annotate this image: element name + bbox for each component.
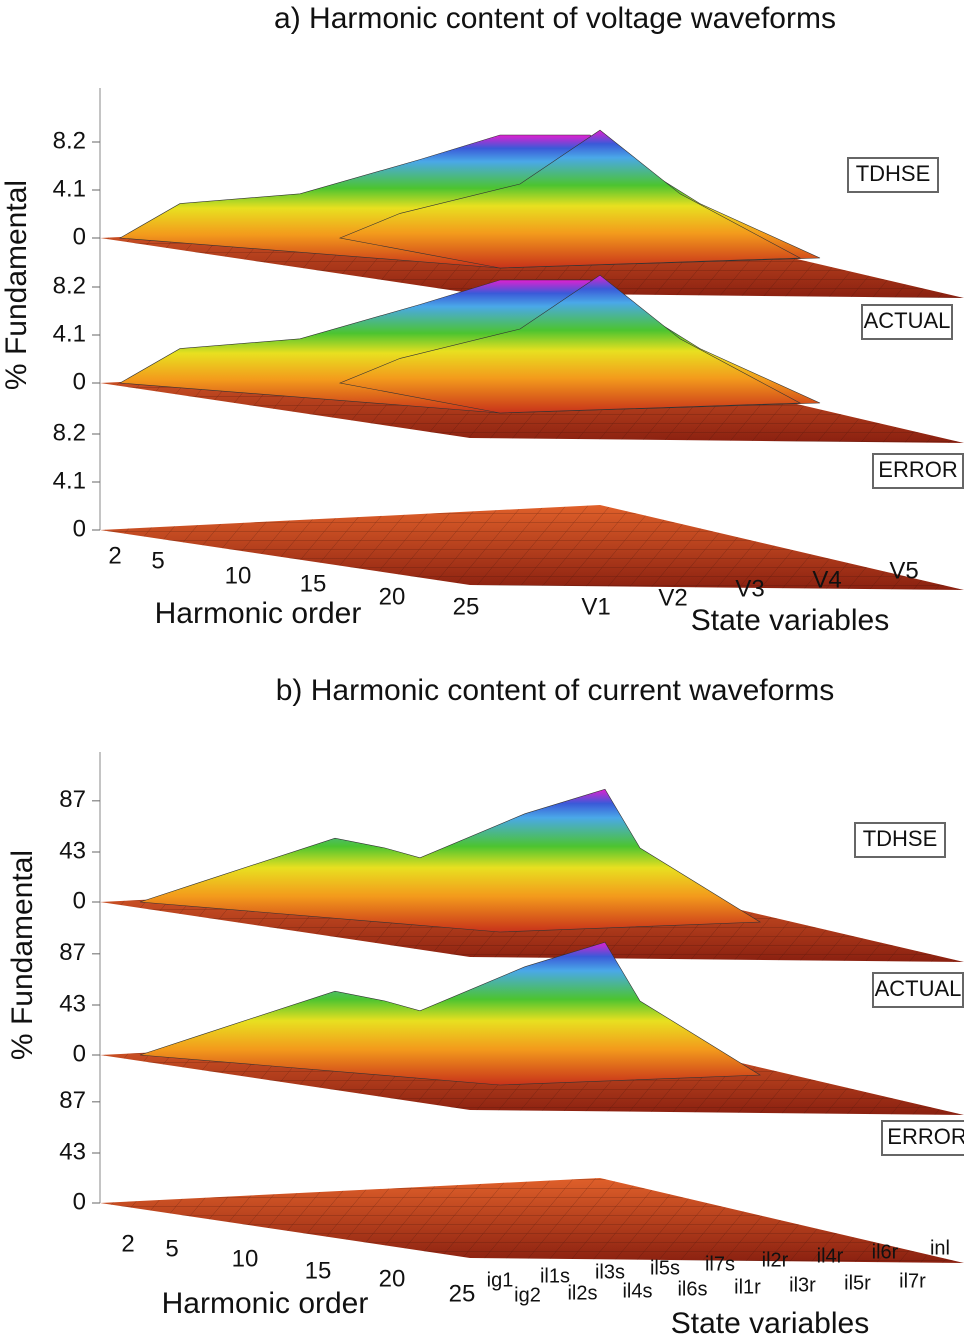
state-tick-label: il7r (899, 1270, 926, 1292)
state-tick-label: il5r (844, 1272, 871, 1294)
x-tick-label: 2 (121, 1230, 134, 1257)
x-tick-label: 2 (108, 542, 121, 569)
legend-box (854, 822, 946, 858)
state-tick-label: ig2 (514, 1284, 541, 1306)
x-tick-label: 15 (300, 570, 327, 597)
legend-box (847, 157, 939, 193)
y-axis-label: % Fundamental (6, 850, 39, 1060)
z-tick-label: 0 (73, 1040, 86, 1067)
surface-peak (338, 274, 802, 414)
surface-peak (338, 129, 802, 269)
z-tick-label: 87 (59, 786, 86, 813)
y-axis-label: % Fundamental (0, 180, 33, 390)
surface-peak (139, 788, 761, 933)
state-tick-label: il6r (872, 1241, 899, 1263)
z-tick-label: 43 (59, 1138, 86, 1165)
state-tick-label: il5s (650, 1257, 680, 1279)
layer-label: TDHSE (863, 826, 938, 851)
x-axis-label: Harmonic order (155, 597, 362, 630)
x-tick-label: 10 (225, 562, 252, 589)
x-tick-label: 15 (305, 1257, 332, 1284)
z-tick-label: 4.1 (53, 467, 86, 494)
layer-label: TDHSE (856, 161, 931, 186)
state-tick-label: V1 (581, 593, 610, 620)
z-tick-label: 0 (73, 223, 86, 250)
x-tick-label: 25 (449, 1280, 476, 1307)
layer-label: ERROR (887, 1124, 964, 1149)
z-tick-label: 43 (59, 837, 86, 864)
legend-box (881, 1120, 964, 1156)
layer-label: ACTUAL (875, 976, 962, 1001)
state-tick-label: V5 (889, 557, 918, 584)
legend-box (872, 972, 964, 1008)
state-tick-label: V4 (812, 566, 841, 593)
legend-box (872, 453, 964, 489)
state-tick-label: il4r (817, 1245, 844, 1267)
surface-mesh (100, 1178, 964, 1263)
state-tick-label: V3 (735, 575, 764, 602)
state-tick-label: il3r (789, 1274, 816, 1296)
x-tick-label: 25 (453, 593, 480, 620)
legend-box (861, 304, 953, 340)
state-tick-label: V2 (658, 584, 687, 611)
state-tick-label: il1s (540, 1265, 570, 1287)
state-tick-label: il4s (622, 1280, 652, 1302)
state-tick-label: il2s (567, 1282, 597, 1304)
z-tick-label: 87 (59, 939, 86, 966)
state-tick-label: il1r (734, 1276, 761, 1298)
z-tick-label: 0 (73, 1188, 86, 1215)
z-tick-label: 0 (73, 515, 86, 542)
z-tick-label: 43 (59, 990, 86, 1017)
chart-title: b) Harmonic content of current waveforms (276, 674, 835, 707)
z-tick-label: 8.2 (53, 127, 86, 154)
layer-label: ACTUAL (864, 308, 951, 333)
z-tick-label: 4.1 (53, 175, 86, 202)
state-tick-label: il6s (677, 1278, 707, 1300)
x-tick-label: 10 (232, 1245, 259, 1272)
chart-title: a) Harmonic content of voltage waveforms (274, 2, 836, 35)
z-tick-label: 8.2 (53, 419, 86, 446)
z-tick-label: 8.2 (53, 272, 86, 299)
z-tick-label: 4.1 (53, 320, 86, 347)
surface-mesh (100, 505, 964, 590)
state-tick-label: il3s (595, 1261, 625, 1283)
x-tick-label: 20 (379, 1265, 406, 1292)
x-tick-label: 5 (165, 1235, 178, 1262)
state-tick-label: inl (930, 1237, 950, 1259)
z-tick-label: 87 (59, 1087, 86, 1114)
state-axis-label: State variables (691, 604, 889, 637)
x-tick-label: 20 (379, 583, 406, 610)
surface-peak (139, 941, 761, 1086)
state-tick-label: ig1 (487, 1269, 514, 1291)
z-tick-label: 0 (73, 368, 86, 395)
layer-label: ERROR (878, 457, 957, 482)
x-axis-label: Harmonic order (162, 1287, 369, 1320)
x-tick-label: 5 (151, 547, 164, 574)
state-tick-label: il2r (762, 1249, 789, 1271)
state-axis-label: State variables (671, 1307, 869, 1339)
z-tick-label: 0 (73, 887, 86, 914)
state-tick-label: il7s (705, 1253, 735, 1275)
